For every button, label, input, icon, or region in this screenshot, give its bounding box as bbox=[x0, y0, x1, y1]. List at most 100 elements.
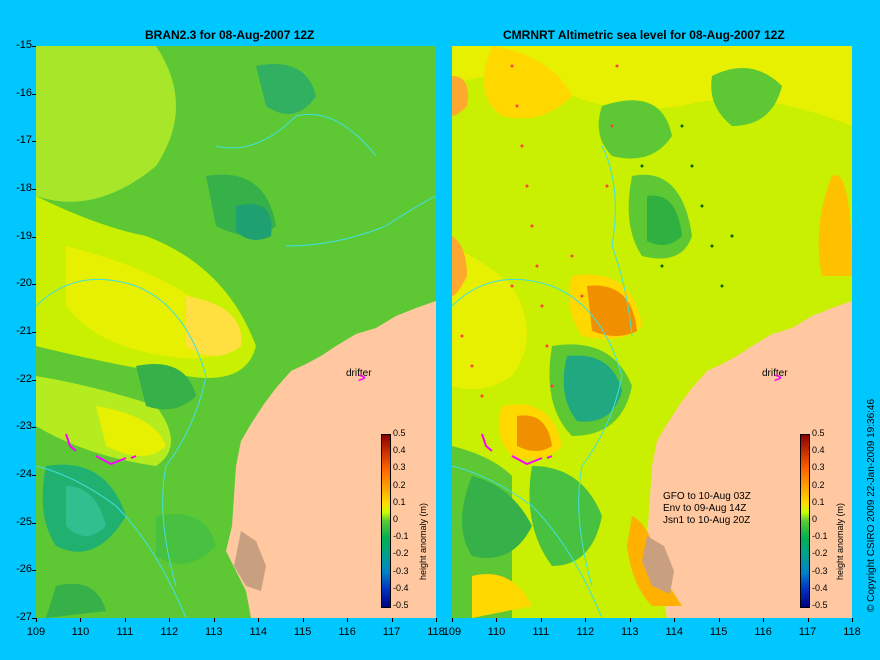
colorbar-tick-label: 0.4 bbox=[812, 445, 825, 456]
colorbar-tick-label: 0.5 bbox=[393, 428, 406, 438]
y-tick bbox=[32, 475, 36, 476]
y-tick-label: -19 bbox=[16, 229, 32, 242]
x-tick bbox=[169, 618, 171, 622]
colorbar-tick-label: -0.2 bbox=[393, 548, 409, 559]
y-tick bbox=[32, 284, 36, 286]
right-map-title: CMRNRT Altimetric sea level for 08-Aug-2… bbox=[503, 28, 785, 42]
x-tick bbox=[36, 618, 37, 622]
left-map-panel[interactable]: drifter > bbox=[36, 46, 436, 618]
x-tick bbox=[807, 618, 809, 622]
y-tick-label: -20 bbox=[16, 277, 32, 290]
y-tick bbox=[32, 93, 36, 95]
colorbar-tick-label: 0.2 bbox=[393, 479, 406, 490]
x-tick-label: 118 bbox=[427, 626, 445, 638]
y-tick-label: -24 bbox=[16, 468, 32, 480]
satellite-legend-item: Env to 09-Aug 14Z bbox=[663, 503, 747, 514]
colorbar-tick-label: 0.1 bbox=[812, 496, 825, 507]
y-tick bbox=[32, 618, 36, 619]
satellite-legend: GFO to 10-Aug 03Z Env to 09-Aug 14Z Jsn1… bbox=[663, 491, 751, 527]
y-tick bbox=[32, 570, 36, 572]
colorbar-tick-label: 0.2 bbox=[812, 479, 825, 490]
satellite-track-points bbox=[460, 64, 619, 398]
x-tick bbox=[718, 618, 720, 622]
x-tick bbox=[302, 618, 304, 622]
colorbar-tick-label: 0.1 bbox=[393, 496, 406, 507]
x-tick bbox=[124, 618, 126, 622]
colorbar-tick-label: -0.5 bbox=[393, 600, 409, 610]
y-tick bbox=[32, 427, 36, 429]
x-tick bbox=[436, 618, 437, 622]
x-tick bbox=[852, 618, 853, 622]
right-map-panel[interactable]: drifter > bbox=[452, 46, 852, 618]
x-tick bbox=[540, 618, 542, 622]
y-tick-label: -17 bbox=[16, 134, 32, 147]
x-tick bbox=[258, 618, 260, 622]
colorbar-tick-label: -0.1 bbox=[812, 531, 828, 542]
x-tick-label: 114 bbox=[249, 626, 267, 638]
colorbar-tick-label: -0.3 bbox=[812, 565, 828, 576]
left-map-field bbox=[36, 46, 436, 618]
y-tick bbox=[32, 332, 36, 333]
x-tick-label: 112 bbox=[160, 626, 179, 638]
x-tick-label: 110 bbox=[487, 626, 506, 638]
colorbar-tick-label: 0.3 bbox=[812, 462, 825, 473]
colorbar-tick-label: 0.4 bbox=[393, 445, 406, 456]
x-tick-label: 113 bbox=[620, 626, 639, 638]
drifter-arrow-icon: > bbox=[358, 370, 366, 385]
x-tick-label: 116 bbox=[338, 626, 356, 638]
left-colorbar-label: height anomaly (m) bbox=[418, 502, 428, 580]
drifter-track bbox=[65, 433, 137, 466]
y-tick-label: -18 bbox=[16, 182, 32, 194]
satellite-legend-item: GFO to 10-Aug 03Z bbox=[663, 491, 751, 502]
y-tick bbox=[32, 189, 36, 190]
land-mass bbox=[642, 301, 852, 618]
x-tick-label: 115 bbox=[293, 626, 312, 638]
right-map-field bbox=[452, 46, 852, 618]
x-tick bbox=[629, 618, 631, 622]
colorbar-tick-label: -0.2 bbox=[812, 548, 828, 559]
right-colorbar bbox=[800, 434, 810, 608]
left-map-title: BRAN2.3 for 08-Aug-2007 12Z bbox=[145, 28, 315, 42]
y-tick bbox=[32, 522, 36, 524]
x-tick-label: 112 bbox=[576, 626, 595, 638]
x-tick-label: 113 bbox=[204, 626, 223, 638]
x-tick-label: 117 bbox=[798, 626, 817, 638]
x-tick bbox=[213, 618, 215, 622]
colorbar-tick-label: 0.3 bbox=[393, 462, 406, 473]
y-tick-label: -15 bbox=[16, 39, 32, 51]
y-tick-label: -25 bbox=[16, 515, 32, 528]
drifter-label: drifter bbox=[346, 368, 372, 379]
x-tick-label: 111 bbox=[532, 626, 550, 638]
x-tick bbox=[452, 618, 453, 622]
x-tick bbox=[674, 618, 676, 622]
colorbar-tick-label: -0.3 bbox=[393, 565, 409, 576]
y-tick bbox=[32, 236, 36, 238]
y-tick-label: -26 bbox=[16, 563, 32, 576]
colorbar-tick-label: -0.4 bbox=[812, 582, 828, 593]
x-tick-label: 111 bbox=[116, 626, 134, 638]
y-tick-label: -22 bbox=[16, 372, 32, 385]
drifter-track bbox=[481, 433, 553, 466]
x-tick bbox=[763, 618, 765, 622]
y-tick bbox=[32, 141, 36, 143]
x-tick-label: 109 bbox=[26, 626, 46, 638]
y-tick bbox=[32, 379, 36, 381]
left-colorbar bbox=[381, 434, 391, 608]
y-tick bbox=[32, 46, 36, 47]
x-tick bbox=[347, 618, 349, 622]
colorbar-tick-label: -0.5 bbox=[812, 600, 828, 610]
x-tick-label: 109 bbox=[442, 626, 462, 638]
colorbar-tick-label: -0.1 bbox=[393, 531, 409, 542]
right-colorbar-label: height anomaly (m) bbox=[835, 502, 845, 580]
drifter-label: drifter bbox=[762, 368, 788, 379]
x-tick bbox=[585, 618, 587, 622]
y-tick-label: -16 bbox=[16, 86, 32, 99]
satellite-legend-item: Jsn1 to 10-Aug 20Z bbox=[663, 515, 751, 526]
y-tick-label: -21 bbox=[16, 325, 32, 337]
colorbar-tick-label: 0 bbox=[393, 514, 399, 524]
copyright-notice: © Copyright CSIRO 2009 22-Jan-2009 19:36… bbox=[866, 398, 877, 612]
x-tick-label: 118 bbox=[843, 626, 861, 638]
x-tick-label: 116 bbox=[754, 626, 772, 638]
x-tick bbox=[496, 618, 498, 622]
x-tick bbox=[391, 618, 393, 622]
